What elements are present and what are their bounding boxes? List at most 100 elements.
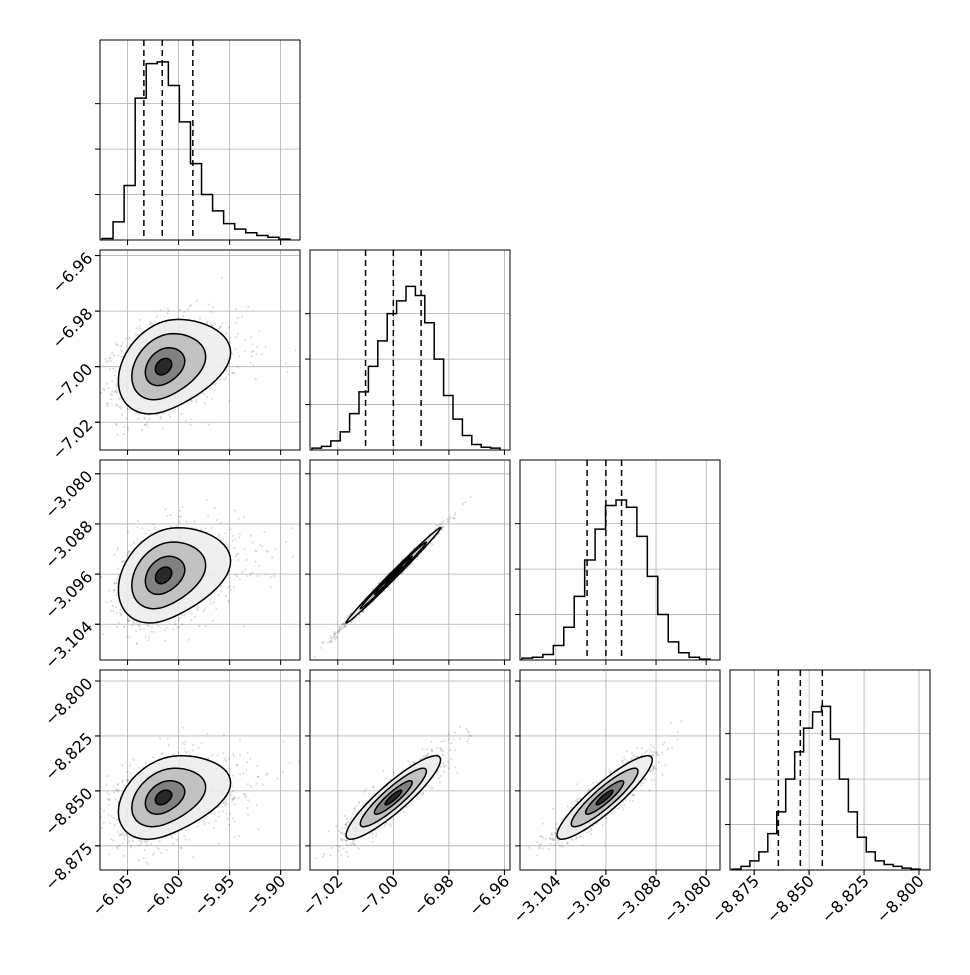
scatter-point: [225, 377, 227, 379]
scatter-point: [408, 566, 410, 568]
scatter-point: [120, 345, 122, 347]
scatter-point: [270, 576, 272, 578]
scatter-point: [327, 642, 329, 644]
scatter-point: [265, 573, 267, 575]
scatter-point: [148, 529, 150, 531]
scatter-point: [149, 323, 151, 325]
scatter-point: [237, 317, 239, 319]
scatter-point: [244, 350, 246, 352]
scatter-point: [111, 394, 113, 396]
scatter-point: [115, 404, 117, 406]
scatter-point: [117, 354, 119, 356]
scatter-point: [239, 773, 241, 775]
scatter-point: [116, 386, 118, 388]
scatter-point: [274, 575, 276, 577]
scatter-point: [227, 544, 229, 546]
scatter-point: [206, 733, 208, 735]
scatter-point: [135, 333, 137, 335]
scatter-point: [322, 642, 324, 644]
scatter-point: [431, 543, 433, 545]
scatter-point: [103, 810, 105, 812]
scatter-point: [247, 306, 249, 308]
scatter-point: [121, 781, 123, 783]
scatter-point: [164, 629, 166, 631]
scatter-point: [199, 317, 201, 319]
scatter-point: [179, 309, 181, 311]
x-tick-label: −8.825: [818, 871, 873, 926]
scatter-point: [140, 843, 142, 845]
scatter-point: [184, 743, 186, 745]
joint-panel-2-1: [305, 460, 510, 666]
scatter-point: [116, 434, 118, 436]
scatter-point: [113, 354, 115, 356]
histogram-panel-2: [515, 460, 720, 665]
scatter-point: [204, 402, 206, 404]
scatter-point: [254, 561, 256, 563]
scatter-point: [182, 727, 184, 729]
scatter-point: [127, 426, 129, 428]
scatter-point: [117, 547, 119, 549]
scatter-point: [96, 832, 98, 834]
scatter-point: [151, 456, 153, 458]
scatter-point: [147, 639, 149, 641]
scatter-point: [237, 366, 239, 368]
scatter-point: [204, 818, 206, 820]
scatter-point: [255, 378, 257, 380]
scatter-point: [113, 589, 115, 591]
scatter-point: [183, 311, 185, 313]
joint-panel-3-0: [90, 670, 300, 875]
scatter-point: [190, 304, 192, 306]
scatter-point: [212, 620, 214, 622]
scatter-point: [196, 300, 198, 302]
scatter-point: [136, 327, 138, 329]
joint-content: [90, 727, 300, 873]
scatter-point: [123, 626, 125, 628]
scatter-point: [116, 819, 118, 821]
scatter-point: [343, 625, 345, 627]
scatter-point: [250, 534, 252, 536]
scatter-point: [192, 744, 194, 746]
scatter-point: [144, 418, 146, 420]
joint-content: [72, 277, 317, 474]
scatter-point: [120, 609, 122, 611]
scatter-point: [126, 771, 128, 773]
scatter-point: [440, 524, 442, 526]
panel-frame: [310, 250, 510, 450]
scatter-point: [160, 852, 162, 854]
scatter-point: [235, 321, 237, 323]
scatter-point: [215, 608, 217, 610]
scatter-point: [237, 333, 239, 335]
scatter-point: [207, 321, 209, 323]
scatter-point: [228, 373, 230, 375]
scatter-point: [114, 370, 116, 372]
scatter-point: [252, 571, 254, 573]
scatter-point: [230, 528, 232, 530]
scatter-point: [206, 499, 208, 501]
scatter-point: [111, 352, 113, 354]
scatter-point: [110, 838, 112, 840]
scatter-point: [182, 315, 184, 317]
scatter-point: [185, 752, 187, 754]
scatter-point: [111, 380, 113, 382]
scatter-point: [141, 429, 143, 431]
scatter-point: [233, 547, 235, 549]
scatter-point: [241, 316, 243, 318]
scatter-point: [128, 836, 130, 838]
scatter-point: [121, 350, 123, 352]
scatter-point: [118, 406, 120, 408]
scatter-point: [128, 551, 130, 553]
scatter-point: [212, 325, 214, 327]
scatter-point: [169, 416, 171, 418]
scatter-point: [333, 633, 335, 635]
scatter-point: [146, 844, 148, 846]
scatter-point: [137, 418, 139, 420]
scatter-point: [210, 323, 212, 325]
scatter-point: [133, 542, 135, 544]
scatter-point: [114, 374, 116, 376]
scatter-point: [255, 353, 257, 355]
scatter-point: [159, 737, 161, 739]
scatter-point: [235, 308, 237, 310]
x-tick-label: −8.875: [708, 871, 763, 926]
scatter-point: [235, 336, 237, 338]
scatter-point: [228, 768, 230, 770]
